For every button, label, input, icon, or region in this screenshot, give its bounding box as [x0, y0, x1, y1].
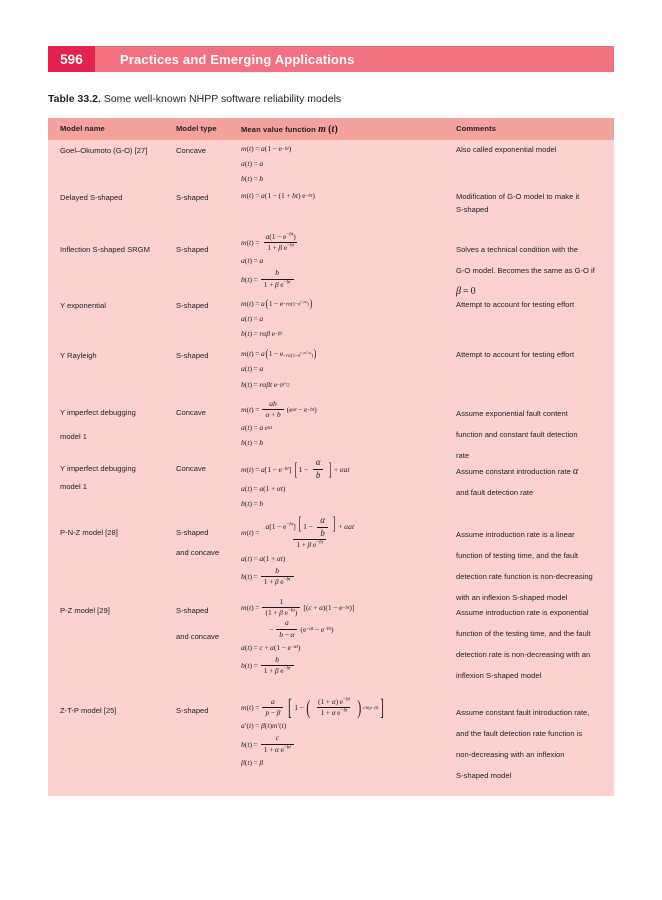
cell-model-type: Concave: [176, 408, 206, 417]
comment-line: G-O model. Becomes the same as G-O if: [456, 266, 595, 275]
comment-line: function of testing time, and the fault: [456, 551, 578, 560]
comment-line: Assume introduction rate is exponential: [456, 608, 589, 617]
cell-model-type: Concave: [176, 464, 206, 473]
table-row: Y imperfect debugging model 1 Concave m(…: [48, 457, 614, 516]
comment-line: Attempt to account for testing effort: [456, 350, 575, 359]
comment-line: Attempt to account for testing effort: [456, 300, 575, 309]
comment-line: non-decreasing with an inflexion: [456, 750, 565, 759]
table-row: Y Rayleigh S-shaped m(t) = a(1 − e −rα(1−…: [48, 345, 614, 400]
comment-line: S-shaped model: [456, 771, 512, 780]
column-header-model-name: Model name: [60, 124, 105, 133]
cell-formula: m(t) = a (1 − (1 + bt) e −bt): [241, 191, 315, 200]
table-row: P-Z model [29] S-shaped and concave m(t)…: [48, 597, 614, 698]
comment-line: S-shaped: [456, 204, 489, 214]
comment-line: Assume introduction rate is a linear: [456, 530, 575, 539]
table-row: Goel–Okumoto (G-O) [27] Concave m(t) = a…: [48, 140, 614, 187]
cell-model-name: Y imperfect debugging model 1: [60, 462, 170, 493]
cell-model-type: S-shaped: [176, 245, 209, 254]
column-header-model-type: Model type: [176, 124, 217, 133]
model-name-line2: model 1: [60, 432, 88, 441]
cell-formula: m(t) = ab α + b (e αt − e −bt) a(t) = a e αt…: [241, 399, 317, 448]
table-header-row: Model name Model type Mean value functio…: [48, 118, 614, 140]
column-header-mean-value-function: Mean value function m (t): [241, 124, 338, 135]
comment-line: β = 0: [456, 286, 476, 297]
cell-comments: Attempt to account for testing effort: [456, 349, 606, 362]
model-name-line2: model 1: [60, 482, 88, 491]
comment-line: Solves a technical condition with the: [456, 245, 578, 254]
cell-formula: m(t) = 1 (1 + β e−bt) [(c + a)(1 − e −bt)]…: [241, 597, 355, 675]
table-row: Inflection S-shaped SRGM S-shaped m(t) =…: [48, 231, 614, 297]
cell-comments: Assume exponential fault content functio…: [456, 403, 606, 466]
cell-comments: Assume constant introduction rate α and …: [456, 461, 606, 503]
comment-line: with an inflexion S-shaped model: [456, 593, 568, 602]
table-caption: Table 33.2. Some well-known NHPP softwar…: [48, 93, 341, 105]
cell-model-name: Delayed S-shaped: [60, 193, 123, 202]
cell-formula: m(t) = a (1 − e −bt) a(t) = a b(t) = b: [241, 144, 292, 183]
comment-line: and the fault detection rate function is: [456, 729, 583, 738]
cell-model-name: Goel–Okumoto (G-O) [27]: [60, 146, 148, 155]
model-type-line1: S-shaped: [176, 606, 209, 615]
comment-line: inflexion S-shaped model: [456, 671, 542, 680]
cell-comments: Assume constant fault introduction rate,…: [456, 702, 606, 786]
comment-line: function and constant fault detection: [456, 430, 578, 439]
table-row: P-N-Z model [28] S-shaped and concave m(…: [48, 512, 614, 602]
cell-model-name: Y Rayleigh: [60, 351, 97, 360]
comment-line: Assume constant introduction rate α: [456, 466, 579, 477]
cell-comments: Assume introduction rate is a linear fun…: [456, 524, 606, 608]
table-row: Y imperfect debugging model 1 Concave m(…: [48, 399, 614, 460]
table-row: Delayed S-shaped S-shaped m(t) = a (1 − (…: [48, 187, 614, 233]
cell-formula: m(t) = a [1 − e −bt] [1 − α b] + αat a(t) =…: [241, 457, 350, 509]
cell-model-type: S-shaped: [176, 193, 209, 202]
cell-model-type: S-shaped: [176, 301, 209, 310]
cell-model-name: P-N-Z model [28]: [60, 528, 118, 537]
model-type-line1: S-shaped: [176, 528, 209, 537]
comment-line: Assume constant fault introduction rate,: [456, 708, 590, 717]
cell-model-name: Z-T-P model [25]: [60, 706, 117, 715]
table-body: Goel–Okumoto (G-O) [27] Concave m(t) = a…: [48, 140, 614, 796]
comment-line: detection rate function is non-decreasin…: [456, 572, 593, 581]
cell-model-name: Inflection S-shaped SRGM: [60, 245, 150, 254]
comment-line: Also called exponential model: [456, 145, 557, 154]
cell-model-name: Y imperfect debugging model 1: [60, 406, 170, 443]
cell-model-name: P-Z model [29]: [60, 606, 110, 615]
cell-model-type: S-shaped and concave: [176, 526, 234, 559]
column-header-comments: Comments: [456, 124, 497, 133]
table-row: Y exponential S-shaped m(t) = a(1 − e −rα…: [48, 295, 614, 345]
cell-model-type: S-shaped: [176, 706, 209, 715]
comment-line: rate: [456, 451, 470, 460]
comment-line: Assume exponential fault content: [456, 409, 568, 418]
cell-comments: Attempt to account for testing effort: [456, 299, 606, 312]
section-title: Practices and Emerging Applications: [95, 46, 614, 72]
table-caption-label: Table 33.2.: [48, 93, 101, 105]
cell-model-type: S-shaped and concave: [176, 604, 234, 643]
comment-line: detection rate is non-decreasing with an: [456, 650, 591, 659]
comment-line: Modification of G-O model to make it: [456, 192, 580, 201]
cell-comments: Modification of G-O model to make it S-s…: [456, 191, 606, 216]
model-name-line1: Y imperfect debugging: [60, 408, 136, 417]
cell-model-name: Y exponential: [60, 301, 106, 310]
table-33-2: Model name Model type Mean value functio…: [48, 118, 614, 796]
cell-formula: m(t) = a[1 − e−bt] [1 − α b] + αat 1 + β e…: [241, 512, 355, 586]
cell-comments: Solves a technical condition with the G-…: [456, 239, 606, 302]
cell-formula: m(t) = a(1 − e −rα(1−e(−βt))) a(t) = a b(…: [241, 296, 313, 338]
running-head: 596 Practices and Emerging Applications: [48, 46, 614, 72]
cell-comments: Also called exponential model: [456, 144, 606, 157]
cell-model-type: Concave: [176, 146, 206, 155]
cell-formula: m(t) = a(1 − e−bt) 1 + β e−bt a(t) = a b(…: [241, 231, 298, 289]
page-number: 596: [48, 46, 95, 72]
model-type-line2: and concave: [176, 548, 220, 557]
cell-model-type: S-shaped: [176, 351, 209, 360]
table-caption-text: Some well-known NHPP software reliabilit…: [103, 93, 342, 105]
comment-line: function of the testing time, and the fa…: [456, 629, 591, 638]
model-type-line2: and concave: [176, 632, 220, 641]
cell-formula: m(t) = a(1 − e −rα(1−e(−βt2/2))) a(t) = a…: [241, 346, 317, 389]
model-name-line1: Y imperfect debugging: [60, 464, 136, 473]
cell-comments: Assume introduction rate is exponential …: [456, 602, 606, 686]
comment-line: and fault detection rate: [456, 488, 534, 497]
